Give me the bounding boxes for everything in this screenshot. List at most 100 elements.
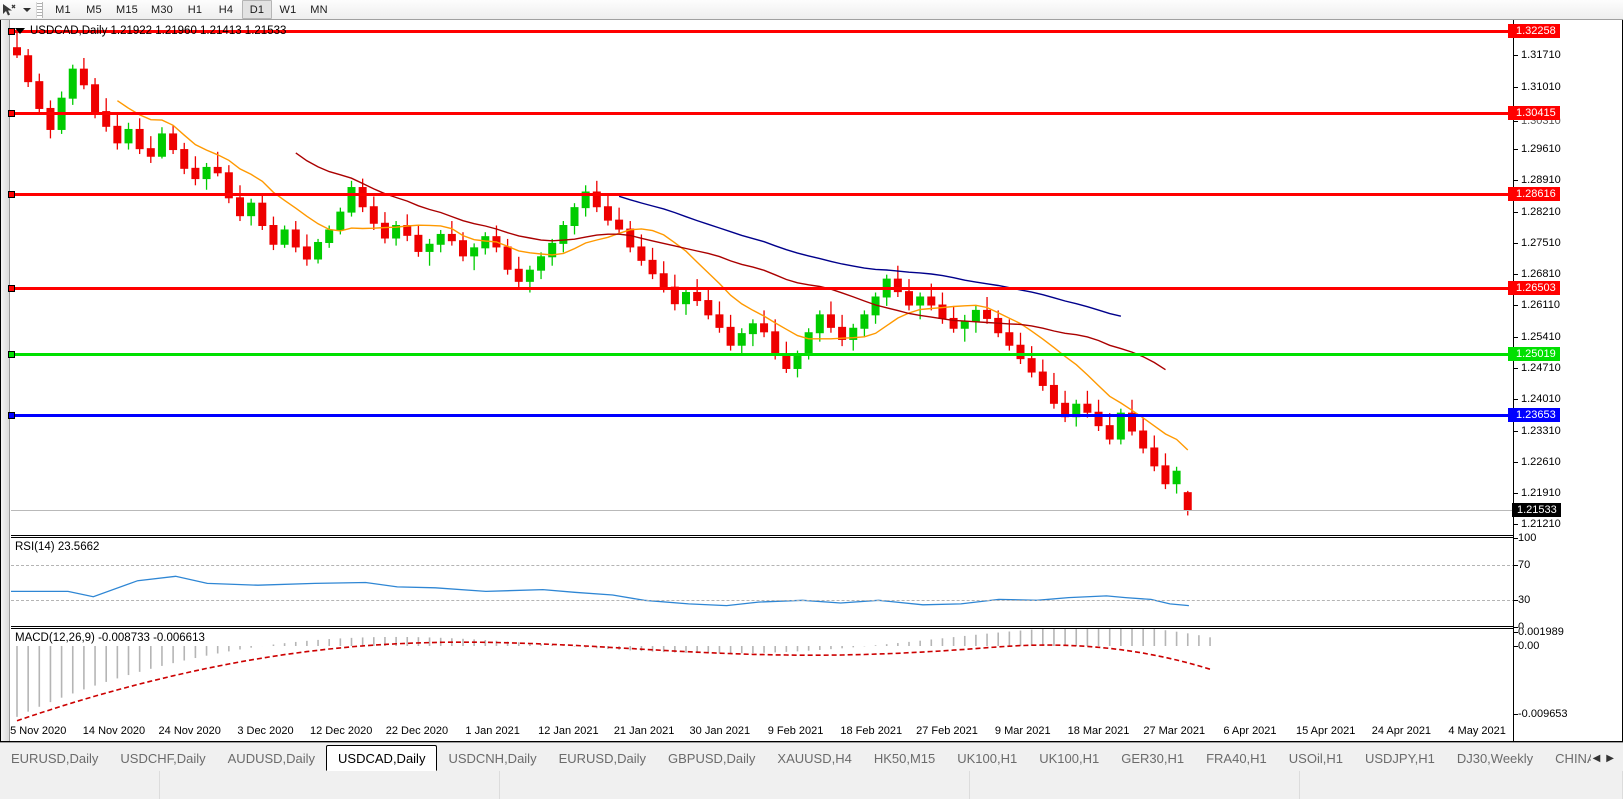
resistance-line-2[interactable] — [8, 110, 1519, 118]
chart-tab-xauusd-h4[interactable]: XAUUSD,H4 — [777, 750, 852, 766]
tab-bar-cell — [970, 771, 1300, 799]
support-line-blue-handle-left[interactable] — [8, 412, 15, 420]
chart-tab-strip: EURUSD,Daily USDCHF,Daily AUDUSD,Daily USDC… — [0, 745, 1591, 771]
time-axis-label: 3 Dec 2020 — [237, 725, 294, 737]
time-axis-label: 9 Feb 2021 — [767, 725, 824, 737]
time-axis-label: 12 Dec 2020 — [309, 725, 373, 737]
chart-tab-dj30-weekly[interactable]: DJ30,Weekly — [1456, 750, 1534, 766]
chart-header: USDCAD,Daily 1.21922 1.21960 1.21413 1.2… — [15, 25, 286, 37]
macd-pane[interactable]: MACD(12,26,9) -0.008733 -0.006613 — [11, 628, 1515, 740]
time-axis-label: 1 Jan 2021 — [465, 725, 520, 737]
macd-label: MACD(12,26,9) -0.008733 -0.006613 — [15, 632, 205, 644]
resistance-line-4-price-badge[interactable]: 1.26503 — [1508, 280, 1560, 295]
price-pane[interactable]: USDCAD,Daily 1.21922 1.21960 1.21413 1.2… — [8, 20, 1519, 536]
time-axis-label: 24 Apr 2021 — [1371, 725, 1432, 737]
tab-bar-cell — [0, 771, 160, 799]
tab-scroll-arrows[interactable]: ◀ ▶ — [1591, 745, 1623, 771]
timeframe-button-h1[interactable]: H1 — [187, 3, 203, 16]
timeframe-button-w1[interactable]: W1 — [279, 3, 297, 16]
time-axis-label: 24 Nov 2020 — [158, 725, 221, 737]
macd-scale[interactable]: 0.001989 0.00 -0.009653 — [1513, 626, 1622, 741]
chart-tab-eurusd-daily[interactable]: EURUSD,Daily — [558, 750, 646, 766]
chart-tab-usdjpy-h1[interactable]: USDJPY,H1 — [1364, 750, 1435, 766]
rsi-pane[interactable]: RSI(14) 23.5662 — [11, 537, 1515, 627]
chart-tab-usoil-h1[interactable]: USOil,H1 — [1288, 750, 1343, 766]
chart-tab-ger30-h1[interactable]: GER30,H1 — [1121, 750, 1185, 766]
timeframe-button-m1[interactable]: M1 — [55, 3, 71, 16]
resistance-line-2-handle-left[interactable] — [8, 110, 15, 118]
cursor-tool-dropdown-icon[interactable] — [20, 1, 33, 19]
timeframe-button-mn[interactable]: MN — [310, 3, 328, 16]
time-axis-label: 14 Nov 2020 — [82, 725, 146, 737]
crosshair-cursor-tool[interactable] — [0, 1, 20, 19]
timeframe-button-d1[interactable]: D1 — [242, 0, 272, 19]
price-tick-label: 1.28910 — [1514, 174, 1561, 186]
rsi-tick-label: 70 — [1514, 559, 1530, 571]
price-tick-label: 1.31710 — [1514, 49, 1561, 61]
price-tick-label: 1.25410 — [1514, 331, 1561, 343]
support-line-blue[interactable] — [8, 412, 1519, 420]
time-axis-label: 22 Dec 2020 — [385, 725, 449, 737]
main-toolbar: M1 M5 M15 M30 H1 H4 D1 W1 MN — [0, 0, 1623, 20]
time-axis-label: 9 Mar 2021 — [994, 725, 1051, 737]
chart-tab-china300-h1[interactable]: CHINA300,H1 — [1555, 750, 1590, 766]
chart-collapse-icon[interactable] — [15, 28, 25, 34]
support-line-green-handle-left[interactable] — [8, 351, 15, 359]
chart-tab-usdcad-daily[interactable]: USDCAD,Daily — [326, 745, 438, 771]
chart-tab-uk100-h1[interactable]: UK100,H1 — [957, 750, 1018, 766]
resistance-line-3-price-badge[interactable]: 1.28616 — [1508, 186, 1560, 201]
resistance-line-1-handle-left[interactable] — [8, 27, 15, 35]
chart-tab-usdchf-daily[interactable]: USDCHF,Daily — [120, 750, 206, 766]
time-axis-label: 12 Jan 2021 — [538, 725, 599, 737]
chart-tab-audusd-daily[interactable]: AUDUSD,Daily — [227, 750, 316, 766]
tab-bar-cell — [1300, 771, 1623, 799]
chart-tab-hk50-m15[interactable]: HK50,M15 — [873, 750, 936, 766]
time-axis-label: 30 Jan 2021 — [689, 725, 751, 737]
chart-tab-fra40-h1[interactable]: FRA40,H1 — [1206, 750, 1267, 766]
tab-scroll-left-icon[interactable]: ◀ — [1592, 752, 1601, 764]
price-tick-label: 1.22610 — [1514, 456, 1561, 468]
price-tick-label: 1.26810 — [1514, 268, 1561, 280]
toolbar-drag-handle[interactable] — [36, 1, 43, 18]
time-axis-label: 6 Apr 2021 — [1223, 725, 1277, 737]
time-axis[interactable]: 5 Nov 2020 14 Nov 2020 24 Nov 2020 3 Dec 20… — [10, 724, 1513, 741]
time-axis-label: 18 Mar 2021 — [1067, 725, 1130, 737]
tab-bar-cell — [500, 771, 970, 799]
time-axis-label: 27 Feb 2021 — [916, 725, 978, 737]
price-tick-label: 1.21210 — [1514, 518, 1561, 530]
support-line-green-price-badge[interactable]: 1.25019 — [1508, 347, 1560, 362]
resistance-line-1-price-badge[interactable]: 1.32258 — [1508, 23, 1560, 38]
support-line-green[interactable] — [8, 351, 1519, 359]
chart-tab-uk100-h1[interactable]: UK100,H1 — [1039, 750, 1100, 766]
price-scale[interactable]: 1.31710 1.31010 1.29610 1.28910 1.28210 1.275… — [1508, 20, 1622, 537]
chart-tab-usdcnh-daily[interactable]: USDCNH,Daily — [448, 750, 537, 766]
resistance-line-4-handle-left[interactable] — [8, 284, 15, 292]
chart-tab-gbpusd-daily[interactable]: GBPUSD,Daily — [667, 750, 756, 766]
rsi-scale[interactable]: 100 70 30 0 — [1513, 532, 1622, 633]
timeframe-button-m30[interactable]: M30 — [151, 3, 173, 16]
resistance-line-3[interactable] — [8, 190, 1519, 198]
tab-bar-cell — [160, 771, 500, 799]
bid-price-line — [11, 509, 1515, 511]
macd-tick-label: 0.00 — [1514, 640, 1539, 652]
resistance-line-2-price-badge[interactable]: 1.30415 — [1508, 106, 1560, 121]
macd-tick-label: -0.009653 — [1514, 708, 1568, 720]
price-tick-label: 1.27510 — [1514, 237, 1561, 249]
timeframe-button-h4[interactable]: H4 — [218, 3, 234, 16]
timeframe-button-m15[interactable]: M15 — [116, 3, 138, 16]
timeframe-button-m5[interactable]: M5 — [86, 3, 102, 16]
time-axis-label: 18 Feb 2021 — [840, 725, 903, 737]
chart-left-scrollbar[interactable] — [1, 20, 10, 741]
resistance-line-4[interactable] — [8, 284, 1519, 292]
time-axis-label: 4 May 2021 — [1448, 725, 1506, 737]
time-axis-label: 5 Nov 2020 — [10, 725, 67, 737]
rsi-level-30 — [11, 600, 1515, 602]
support-line-blue-price-badge[interactable]: 1.23653 — [1508, 408, 1560, 423]
resistance-line-3-handle-left[interactable] — [8, 190, 15, 198]
price-tick-label: 1.21910 — [1514, 487, 1561, 499]
time-axis-label: 27 Mar 2021 — [1143, 725, 1206, 737]
tab-scroll-right-icon[interactable]: ▶ — [1606, 752, 1614, 764]
chart-tab-eurusd-daily[interactable]: EURUSD,Daily — [11, 750, 99, 766]
price-tick-label: 1.26110 — [1514, 299, 1560, 311]
rsi-tick-label: 100 — [1514, 532, 1536, 544]
